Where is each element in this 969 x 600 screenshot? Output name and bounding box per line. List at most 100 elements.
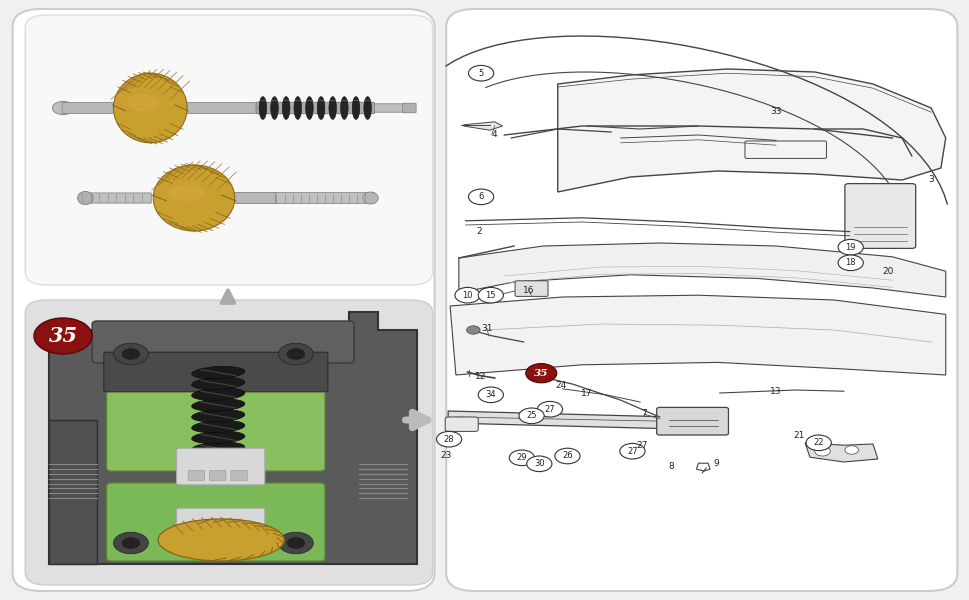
Circle shape bbox=[837, 239, 862, 255]
Ellipse shape bbox=[78, 191, 93, 205]
Text: 3: 3 bbox=[927, 175, 933, 185]
FancyBboxPatch shape bbox=[656, 407, 728, 435]
Text: 24: 24 bbox=[554, 381, 566, 390]
FancyBboxPatch shape bbox=[107, 360, 325, 471]
Text: 9: 9 bbox=[712, 458, 718, 468]
Ellipse shape bbox=[270, 97, 278, 119]
FancyBboxPatch shape bbox=[231, 470, 247, 481]
Ellipse shape bbox=[192, 367, 244, 379]
Circle shape bbox=[478, 387, 503, 403]
FancyBboxPatch shape bbox=[176, 448, 265, 485]
Text: 7: 7 bbox=[641, 409, 646, 419]
Polygon shape bbox=[463, 122, 502, 130]
Circle shape bbox=[436, 431, 461, 447]
Circle shape bbox=[837, 255, 862, 271]
Text: 8: 8 bbox=[668, 462, 673, 470]
FancyBboxPatch shape bbox=[844, 184, 915, 248]
FancyBboxPatch shape bbox=[176, 508, 265, 545]
Circle shape bbox=[478, 287, 503, 303]
Circle shape bbox=[468, 65, 493, 81]
FancyBboxPatch shape bbox=[372, 104, 408, 112]
FancyBboxPatch shape bbox=[515, 281, 547, 296]
FancyBboxPatch shape bbox=[25, 300, 432, 585]
Text: 18: 18 bbox=[845, 258, 855, 267]
Polygon shape bbox=[450, 295, 945, 375]
Text: 30: 30 bbox=[534, 460, 544, 468]
FancyBboxPatch shape bbox=[446, 9, 956, 591]
Polygon shape bbox=[48, 312, 417, 564]
Ellipse shape bbox=[192, 399, 244, 411]
Text: 29: 29 bbox=[516, 454, 526, 462]
Text: 33: 33 bbox=[769, 107, 781, 115]
Circle shape bbox=[466, 326, 480, 334]
Text: 34: 34 bbox=[485, 390, 495, 400]
Circle shape bbox=[122, 538, 140, 548]
Ellipse shape bbox=[192, 410, 244, 422]
Circle shape bbox=[814, 446, 829, 456]
FancyBboxPatch shape bbox=[188, 470, 204, 481]
FancyBboxPatch shape bbox=[13, 9, 434, 591]
FancyBboxPatch shape bbox=[92, 321, 354, 363]
Text: 27: 27 bbox=[627, 446, 637, 456]
Text: 21: 21 bbox=[793, 431, 804, 440]
Circle shape bbox=[287, 349, 304, 359]
Circle shape bbox=[554, 448, 579, 464]
FancyBboxPatch shape bbox=[107, 483, 325, 561]
FancyBboxPatch shape bbox=[402, 103, 416, 113]
Ellipse shape bbox=[282, 97, 290, 119]
Ellipse shape bbox=[259, 97, 266, 119]
Text: 10: 10 bbox=[462, 290, 472, 299]
Circle shape bbox=[113, 343, 148, 365]
FancyBboxPatch shape bbox=[230, 193, 277, 203]
Circle shape bbox=[844, 446, 858, 454]
Ellipse shape bbox=[363, 97, 371, 119]
Circle shape bbox=[113, 532, 148, 554]
FancyBboxPatch shape bbox=[104, 352, 328, 392]
Text: 5: 5 bbox=[478, 69, 484, 78]
FancyBboxPatch shape bbox=[178, 103, 258, 113]
Text: 27: 27 bbox=[636, 440, 647, 450]
Ellipse shape bbox=[192, 442, 244, 454]
Text: 13: 13 bbox=[769, 387, 781, 396]
FancyBboxPatch shape bbox=[25, 15, 432, 285]
Ellipse shape bbox=[158, 519, 284, 561]
Text: 2: 2 bbox=[476, 227, 482, 236]
Text: 25: 25 bbox=[526, 412, 536, 420]
Circle shape bbox=[509, 450, 534, 466]
Text: 35: 35 bbox=[48, 326, 78, 346]
Ellipse shape bbox=[328, 97, 336, 119]
Ellipse shape bbox=[352, 97, 359, 119]
FancyBboxPatch shape bbox=[256, 102, 374, 114]
Ellipse shape bbox=[340, 97, 348, 119]
Ellipse shape bbox=[192, 431, 244, 443]
Circle shape bbox=[287, 538, 304, 548]
Circle shape bbox=[468, 189, 493, 205]
Text: 23: 23 bbox=[440, 451, 452, 461]
Text: 35: 35 bbox=[534, 368, 547, 378]
Polygon shape bbox=[529, 371, 550, 379]
Text: 19: 19 bbox=[845, 243, 855, 252]
Ellipse shape bbox=[294, 97, 301, 119]
Text: 20: 20 bbox=[882, 266, 893, 275]
Ellipse shape bbox=[153, 165, 234, 231]
Ellipse shape bbox=[192, 421, 244, 433]
Circle shape bbox=[537, 401, 562, 417]
Text: 12: 12 bbox=[474, 371, 485, 380]
Ellipse shape bbox=[192, 377, 244, 389]
FancyBboxPatch shape bbox=[209, 470, 226, 481]
Text: 31: 31 bbox=[481, 324, 492, 334]
FancyBboxPatch shape bbox=[62, 103, 132, 113]
Circle shape bbox=[278, 532, 313, 554]
Text: 17: 17 bbox=[580, 389, 592, 398]
Ellipse shape bbox=[525, 364, 556, 383]
Text: 16: 16 bbox=[522, 286, 534, 295]
Polygon shape bbox=[557, 69, 945, 192]
Text: 15: 15 bbox=[485, 290, 495, 299]
Circle shape bbox=[805, 435, 830, 451]
Circle shape bbox=[526, 456, 551, 472]
Circle shape bbox=[619, 443, 644, 459]
Circle shape bbox=[518, 408, 544, 424]
Text: 26: 26 bbox=[562, 451, 572, 461]
Circle shape bbox=[122, 349, 140, 359]
Ellipse shape bbox=[192, 388, 244, 400]
